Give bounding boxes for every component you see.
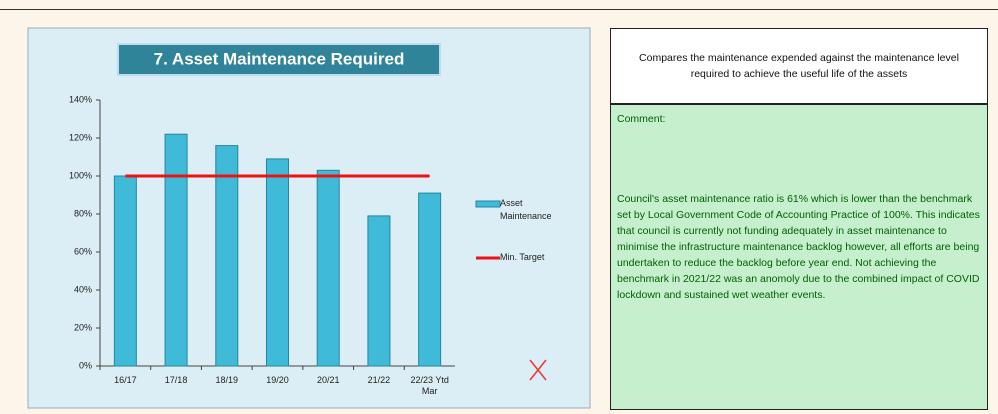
status-cross xyxy=(529,359,547,381)
y-tick-label: 80% xyxy=(74,208,92,218)
x-tick-label: 21/22 xyxy=(367,375,391,385)
legend-label-box: Asset Maintenance xyxy=(500,198,552,221)
x-tick-label-box: 19/20 xyxy=(266,375,289,385)
legend-label-box: Min. Target xyxy=(500,252,545,262)
chart-title: 7. Asset Maintenance Required xyxy=(154,49,405,68)
top-rule xyxy=(0,9,998,10)
x-tick-label-box: 18/19 xyxy=(215,375,239,385)
bar xyxy=(418,192,442,367)
x-tick-label: 19/20 xyxy=(266,375,289,385)
comment-box: Comment: Council's asset maintenance rat… xyxy=(610,104,988,410)
y-tick-label: 120% xyxy=(69,132,92,142)
x-tick-label-box: 17/18 xyxy=(164,375,188,385)
legend-swatch xyxy=(475,200,501,208)
legend-label: Min. Target xyxy=(500,252,545,262)
bar xyxy=(367,215,391,367)
x-tick-label-box: 20/21 xyxy=(316,375,340,385)
y-tick-label: 0% xyxy=(79,360,92,370)
bar xyxy=(164,133,188,367)
description: Compares the maintenance expended agains… xyxy=(610,28,988,104)
x-tick-label-box: 21/22 xyxy=(367,375,391,385)
y-tick-label: 40% xyxy=(74,284,92,294)
title-box xyxy=(117,43,441,76)
x-tick-label: 22/23 Ytd Mar xyxy=(410,375,449,396)
x-tick-label: 17/18 xyxy=(164,375,188,385)
x-tick-label-box: 16/17 xyxy=(114,375,137,385)
x-tick-label: 16/17 xyxy=(114,375,137,385)
comment-text: Council's asset maintenance ratio is 61%… xyxy=(617,193,980,301)
bar xyxy=(215,145,239,367)
bar xyxy=(266,158,289,367)
y-tick-label: 60% xyxy=(74,246,92,256)
x-tick-label-box: 22/23 Ytd Mar xyxy=(410,375,449,396)
x-tick-label: 20/21 xyxy=(316,375,340,385)
chart: 7. Asset Maintenance Required 0% 20% 40% 60… xyxy=(27,27,591,409)
x-tick-label: 18/19 xyxy=(215,375,239,385)
y-tick-label: 20% xyxy=(74,322,92,332)
legend-label: Asset Maintenance xyxy=(500,198,552,221)
bar xyxy=(113,175,137,367)
comment-label: Comment: xyxy=(617,113,666,125)
bar xyxy=(316,169,340,367)
y-tick-label: 140% xyxy=(69,94,92,104)
y-tick-label: 100% xyxy=(69,170,92,180)
